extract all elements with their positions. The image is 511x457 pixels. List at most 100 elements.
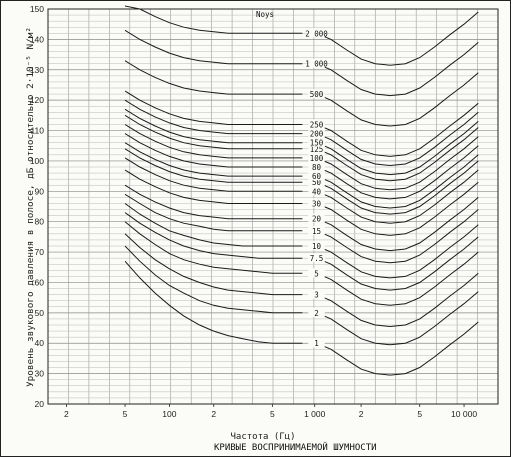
x-tick-label: 5 [270, 409, 275, 419]
curve-segment-low-frequency [124, 245, 303, 314]
curve-label: 2 000 [305, 29, 328, 38]
curve-segment-high-frequency [316, 197, 479, 252]
curve-label: 7.5 [310, 254, 324, 263]
curve-segment-high-frequency [316, 209, 479, 264]
curve-label: 80 [312, 163, 322, 172]
curve-label: 200 [310, 130, 324, 139]
curve-segment-high-frequency [316, 145, 479, 200]
curve-segment-high-frequency [316, 72, 479, 127]
x-tick-label: 100 [162, 409, 176, 419]
x-tick-label: 10 000 [451, 409, 477, 419]
curve-segment-high-frequency [316, 160, 479, 215]
curve-label: 100 [310, 154, 324, 163]
curve-segment-low-frequency [124, 99, 303, 135]
curve-label: 60 [312, 172, 322, 181]
curve-label-background [308, 253, 325, 263]
curve-segment-low-frequency [124, 142, 303, 177]
curve-segment-high-frequency [316, 154, 479, 209]
y-tick-label: 80 [35, 217, 45, 227]
y-tick-label: 90 [35, 186, 45, 196]
curve-segment-high-frequency [316, 102, 479, 157]
curve-label-background [308, 289, 325, 299]
curve-label-background [308, 186, 325, 196]
curve-label: 150 [310, 139, 324, 148]
y-tick-label: 40 [35, 338, 45, 348]
y-tick-label: 30 [35, 369, 45, 379]
curve-label: 30 [312, 199, 322, 208]
plot-frame [47, 8, 499, 405]
curve-segment-high-frequency [316, 224, 479, 279]
curve-segment-low-frequency [124, 233, 303, 296]
y-tick-label: 100 [30, 156, 44, 166]
x-tick-label: 2 [211, 409, 216, 419]
curve-segment-low-frequency [124, 29, 303, 65]
curve-segment-high-frequency [316, 291, 479, 346]
curve-segment-low-frequency [124, 108, 303, 144]
curve-label-background [308, 213, 325, 223]
curve-label-background [308, 177, 325, 187]
x-tick-label: 2 [64, 409, 69, 419]
curve-label-background [308, 241, 325, 250]
curve-segment-high-frequency [316, 121, 479, 176]
curve-label-background [308, 28, 325, 38]
curve-label-background [308, 225, 325, 235]
curve-segment-high-frequency [316, 251, 479, 306]
curve-segment-low-frequency [124, 124, 303, 159]
grid [48, 9, 498, 404]
curve-label-background [308, 143, 325, 153]
curve-label-background [308, 338, 325, 348]
y-tick-label: 110 [30, 126, 44, 136]
curve-label-background [308, 162, 325, 171]
x-tick-label: 5 [123, 409, 128, 419]
noisiness-curves [124, 5, 479, 376]
curve-label-background [308, 128, 325, 138]
curve-label-background [308, 152, 325, 162]
curve-label: 20 [312, 215, 322, 224]
curve-label: 50 [312, 178, 322, 187]
curve-segment-high-frequency [316, 169, 479, 224]
y-tick-label: 130 [30, 65, 44, 75]
curve-segment-high-frequency [316, 111, 479, 167]
y-tick-label: 50 [35, 308, 45, 318]
curve-label: 40 [312, 187, 322, 196]
curve-segment-low-frequency [124, 203, 303, 247]
curve-label-background [308, 171, 325, 181]
x-tick-label: 2 [359, 409, 364, 419]
curve-segment-low-frequency [124, 5, 303, 34]
curve-label: 2 [314, 309, 319, 318]
curve-label-background [308, 137, 325, 147]
curve-segment-high-frequency [316, 272, 479, 328]
curve-label: 125 [310, 145, 324, 154]
curve-segment-high-frequency [316, 321, 479, 376]
curve-segment-low-frequency [124, 114, 303, 150]
curve-segment-low-frequency [124, 133, 303, 168]
curve-segment-high-frequency [316, 127, 479, 182]
curve-segment-low-frequency [124, 193, 303, 232]
curve-segment-low-frequency [124, 169, 303, 204]
x-tick-label: 5 [417, 409, 422, 419]
curve-label-background [308, 307, 325, 317]
y-tick-label: 120 [30, 95, 44, 105]
curve-segment-low-frequency [124, 90, 303, 125]
curve-label: 3 [314, 291, 319, 300]
curve-segment-high-frequency [316, 136, 479, 191]
y-tick-label: 60 [35, 277, 45, 287]
curve-segment-low-frequency [124, 60, 303, 95]
y-tick-label: 150 [30, 4, 44, 14]
curve-segment-high-frequency [316, 42, 479, 97]
curve-label-background [308, 119, 325, 129]
y-tick-label: 20 [35, 399, 45, 409]
curve-segment-low-frequency [124, 212, 303, 259]
curve-label: 1 000 [305, 60, 328, 69]
curve-label: 15 [312, 227, 321, 236]
noys-scale-label: Noys [256, 10, 274, 19]
curve-segment-low-frequency [124, 148, 303, 183]
y-tick-label: 70 [35, 247, 45, 257]
curve-label: 5 [314, 269, 319, 278]
curve-segment-low-frequency [124, 184, 303, 220]
curve-segment-high-frequency [316, 236, 479, 291]
y-tick-label: 140 [30, 34, 44, 44]
curve-segment-low-frequency [124, 260, 303, 344]
curve-label-background [308, 268, 325, 278]
